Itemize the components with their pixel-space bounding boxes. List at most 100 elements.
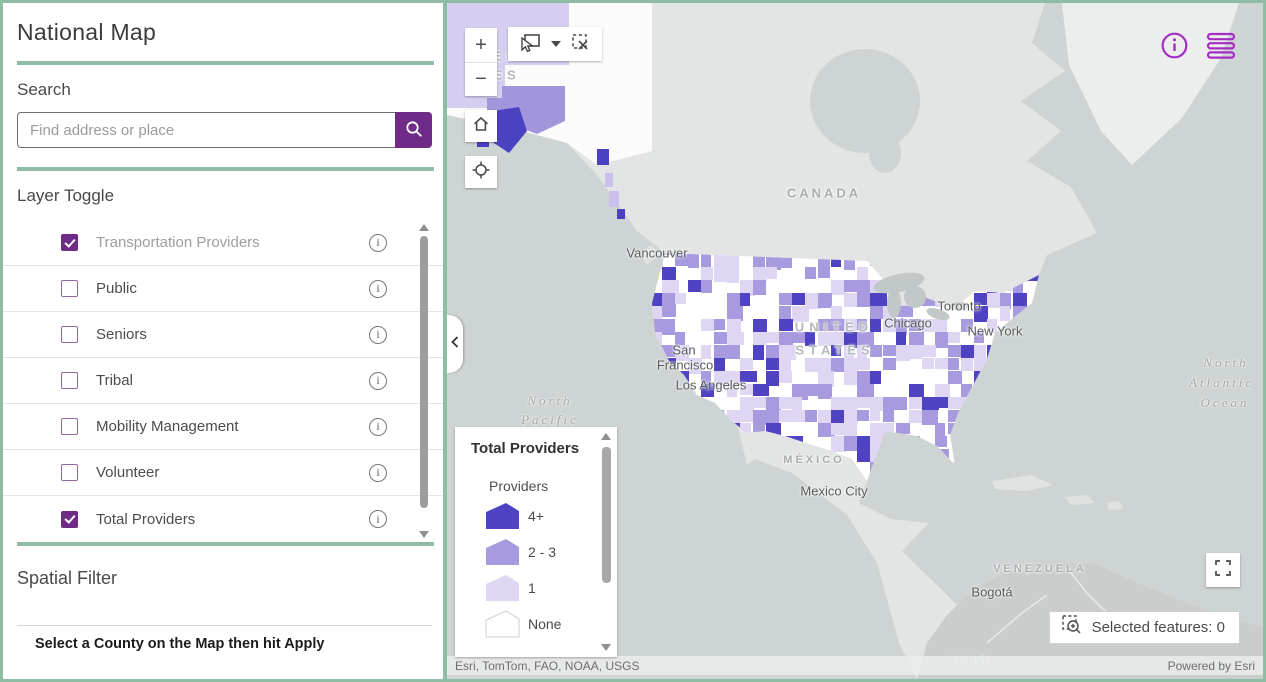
- legend-class-none: None: [485, 610, 617, 638]
- legend-panel: Total Providers Providers 4+ 2 - 3 1 None: [455, 427, 617, 657]
- search-input[interactable]: [17, 112, 395, 148]
- layer-label: Public: [96, 280, 137, 297]
- layer-list-wrap: Transportation Providers i Public i Seniors i…: [3, 220, 443, 542]
- layer-toggle-heading: Layer Toggle: [17, 186, 115, 205]
- legend-swatch: [485, 610, 520, 638]
- layer-label: Seniors: [96, 326, 147, 343]
- attribution-sources: Esri, TomTom, FAO, NOAA, USGS: [455, 658, 640, 673]
- layer-label: Total Providers: [96, 510, 196, 528]
- hamburger-icon: [1206, 32, 1236, 64]
- scroll-up-icon[interactable]: [419, 224, 429, 231]
- map-top-right-controls: [1160, 31, 1236, 65]
- selection-mode-dropdown[interactable]: [551, 41, 561, 47]
- info-icon[interactable]: i: [369, 325, 387, 344]
- home-icon: [471, 114, 491, 139]
- zoom-controls: + −: [465, 28, 497, 96]
- legend-title: Total Providers: [471, 440, 580, 457]
- zoom-in-button[interactable]: +: [465, 28, 497, 62]
- checkbox-mobility-management[interactable]: [61, 418, 78, 435]
- legend-class-label: 1: [528, 580, 536, 596]
- layer-label: Transportation Providers: [96, 234, 260, 251]
- info-icon[interactable]: i: [369, 510, 387, 528]
- info-icon[interactable]: i: [369, 463, 387, 482]
- selected-features-text: Selected features: 0: [1091, 619, 1225, 636]
- layer-row-total-providers: Total Providers i: [3, 496, 443, 542]
- checkbox-transportation-providers[interactable]: [61, 234, 78, 251]
- legend-class-2-3: 2 - 3: [485, 538, 617, 566]
- layer-label: Mobility Management: [96, 418, 239, 435]
- select-zoom-icon: [1061, 614, 1083, 641]
- legend-swatch: [486, 503, 519, 529]
- zoom-out-button[interactable]: −: [465, 62, 497, 96]
- legend-swatch: [486, 539, 519, 565]
- legend-swatch: [486, 575, 519, 601]
- scroll-down-icon[interactable]: [419, 531, 429, 538]
- select-rectangle-icon: [518, 32, 542, 57]
- info-button[interactable]: [1160, 31, 1189, 65]
- select-by-rectangle-button[interactable]: [518, 32, 542, 57]
- spatial-filter-heading: Spatial Filter: [17, 568, 118, 588]
- legend-layer-label: Providers: [489, 478, 549, 494]
- chevron-left-icon: [450, 335, 460, 354]
- fullscreen-icon: [1213, 558, 1233, 583]
- scrollbar-thumb[interactable]: [602, 447, 611, 583]
- layer-row-public: Public i: [3, 266, 443, 312]
- attribution-bar: Esri, TomTom, FAO, NOAA, USGS Powered by…: [447, 656, 1263, 675]
- info-circle-icon: [1160, 32, 1189, 64]
- checkbox-tribal[interactable]: [61, 372, 78, 389]
- powered-by-esri: Powered by Esri: [1167, 658, 1255, 673]
- selection-toolbar: [508, 27, 602, 61]
- selected-features-badge[interactable]: Selected features: 0: [1048, 611, 1240, 644]
- info-icon[interactable]: i: [369, 417, 387, 436]
- checkbox-total-providers[interactable]: [61, 510, 78, 528]
- checkbox-public[interactable]: [61, 280, 78, 297]
- layer-row-seniors: Seniors i: [3, 312, 443, 358]
- legend-class-1: 1: [485, 574, 617, 602]
- divider: [17, 542, 434, 546]
- map-canvas[interactable]: CANADA Vancouver Toronto Chicago New York San…: [447, 3, 1263, 679]
- layer-row-tribal: Tribal i: [3, 358, 443, 404]
- scroll-up-icon[interactable]: [601, 433, 611, 440]
- clear-selection-icon: [570, 32, 592, 57]
- spatial-filter-instruction: Select a County on the Map then hit Appl…: [35, 636, 325, 652]
- divider: [17, 61, 434, 65]
- home-button[interactable]: [465, 110, 497, 142]
- layer-list-scrollbar[interactable]: [419, 222, 429, 540]
- legend-scrollbar[interactable]: [601, 431, 612, 653]
- fullscreen-button[interactable]: [1206, 553, 1240, 587]
- divider: [17, 625, 432, 626]
- search-button[interactable]: [395, 112, 432, 148]
- info-icon[interactable]: i: [369, 279, 387, 298]
- legend-class-label: None: [528, 616, 562, 632]
- magnifier-icon: [404, 119, 424, 142]
- selected-features-count: 0: [1216, 619, 1225, 636]
- clear-selection-button[interactable]: [570, 32, 592, 57]
- legend-classes: 4+ 2 - 3 1 None: [471, 502, 617, 638]
- layer-row-mobility-management: Mobility Management i: [3, 404, 443, 450]
- layer-list: Transportation Providers i Public i Seniors i…: [3, 220, 443, 542]
- legend-class-label: 2 - 3: [528, 544, 557, 560]
- locate-button[interactable]: [465, 156, 497, 188]
- info-icon[interactable]: i: [369, 233, 387, 252]
- layer-row-volunteer: Volunteer i: [3, 450, 443, 496]
- info-icon[interactable]: i: [369, 371, 387, 390]
- menu-button[interactable]: [1206, 32, 1236, 65]
- chevron-down-icon: [551, 41, 561, 47]
- checkbox-volunteer[interactable]: [61, 464, 78, 481]
- scrollbar-thumb[interactable]: [420, 236, 428, 508]
- layer-row-transportation-providers: Transportation Providers i: [3, 220, 443, 266]
- layer-label: Volunteer: [96, 464, 160, 481]
- layer-label: Tribal: [96, 372, 133, 389]
- legend-class-label: 4+: [528, 508, 544, 524]
- divider: [17, 167, 434, 171]
- sidebar: National Map Search Layer Toggle Transpo…: [3, 3, 447, 679]
- scroll-down-icon[interactable]: [601, 644, 611, 651]
- legend-class-4+: 4+: [485, 502, 617, 530]
- locate-icon: [471, 160, 491, 185]
- search-heading: Search: [17, 80, 71, 99]
- sidebar-collapse-tab[interactable]: [447, 315, 463, 373]
- page-title: National Map: [17, 19, 157, 45]
- checkbox-seniors[interactable]: [61, 326, 78, 343]
- search-bar: [17, 112, 432, 148]
